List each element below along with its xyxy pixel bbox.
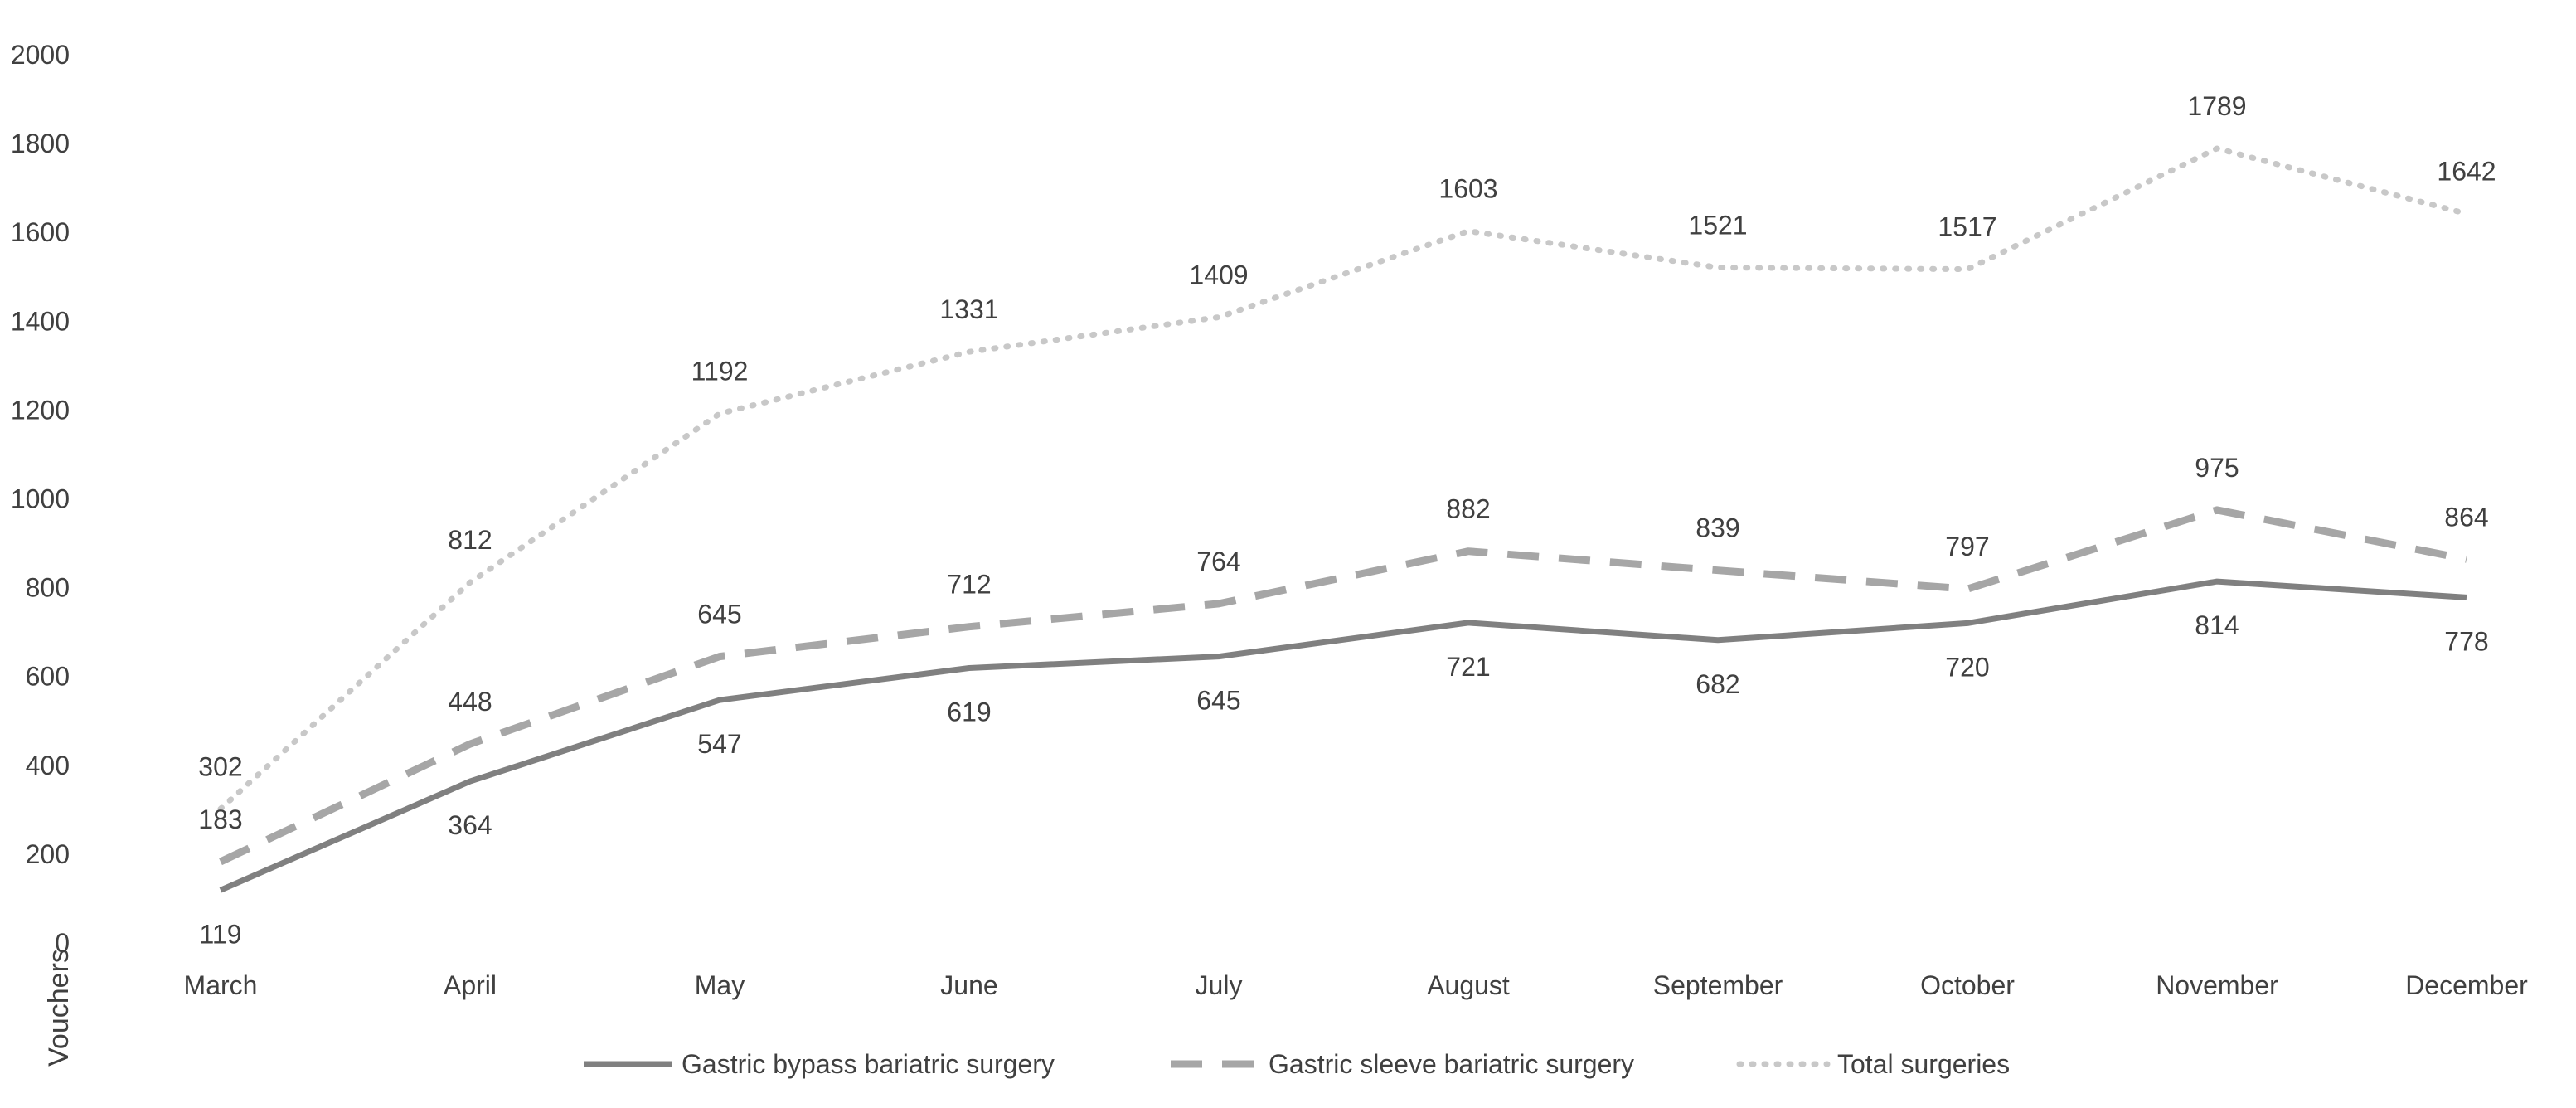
data-label: 1409 xyxy=(1189,260,1248,290)
series-line-2 xyxy=(219,506,2467,866)
legend-label-1: Gastric bypass bariatric surgery xyxy=(682,1049,1055,1079)
data-label: 448 xyxy=(448,687,492,717)
y-tick-label: 1800 xyxy=(11,129,70,158)
x-tick-label: August xyxy=(1427,970,1510,1000)
legend-label-2: Gastric sleeve bariatric surgery xyxy=(1269,1049,1634,1079)
data-label: 1789 xyxy=(2187,91,2246,121)
data-label: 619 xyxy=(947,697,991,727)
data-label: 812 xyxy=(448,525,492,555)
data-label: 720 xyxy=(1945,652,1989,682)
x-tick-label: November xyxy=(2156,970,2278,1000)
x-tick-label: April xyxy=(444,970,497,1000)
x-tick-label: September xyxy=(1653,970,1783,1000)
data-label: 302 xyxy=(198,751,242,781)
data-label: 712 xyxy=(947,570,991,600)
data-label: 1192 xyxy=(691,357,749,386)
series-line-1 xyxy=(219,578,2467,893)
x-tick-label: June xyxy=(940,970,997,1000)
series-line-3 xyxy=(217,145,2470,812)
data-label: 364 xyxy=(448,810,492,840)
data-label: 882 xyxy=(1446,494,1490,524)
x-tick-label: July xyxy=(1196,970,1243,1000)
series-lines xyxy=(217,145,2470,893)
data-label: 839 xyxy=(1696,513,1739,543)
data-label: 814 xyxy=(2195,610,2239,640)
data-label: 864 xyxy=(2444,502,2488,532)
data-label: 1521 xyxy=(1688,211,1747,241)
legend: Gastric bypass bariatric surgery Gastric … xyxy=(584,1049,2010,1079)
data-label: 1603 xyxy=(1438,174,1497,204)
y-tick-label: 0 xyxy=(55,928,70,958)
data-labels: 119 364 547 619 645 721 682 720 814 778 183 448 645 7… xyxy=(198,91,2496,949)
y-tick-label: 1200 xyxy=(11,395,70,425)
y-axis-ticks: 0 200 400 600 800 1000 1200 1400 1600 1800 2000 xyxy=(11,40,70,958)
data-label: 645 xyxy=(697,600,741,629)
data-label: 547 xyxy=(697,729,741,759)
data-label: 975 xyxy=(2195,453,2239,483)
x-tick-label: December xyxy=(2405,970,2528,1000)
x-tick-label: October xyxy=(1920,970,2015,1000)
x-axis-ticks: March April May June July August September Octo… xyxy=(184,970,2529,1000)
data-label: 1331 xyxy=(939,294,998,324)
data-label: 1642 xyxy=(2437,157,2496,187)
data-label: 1517 xyxy=(1938,212,1996,242)
legend-label-3: Total surgeries xyxy=(1837,1049,2010,1079)
data-label: 778 xyxy=(2444,626,2488,656)
x-tick-label: May xyxy=(695,970,745,1000)
y-tick-label: 200 xyxy=(26,839,70,869)
data-label: 645 xyxy=(1196,686,1240,716)
data-label: 721 xyxy=(1446,652,1490,682)
y-tick-label: 1400 xyxy=(11,306,70,336)
y-axis-label: Vouchers xyxy=(43,949,75,1067)
y-tick-label: 1000 xyxy=(11,484,70,514)
data-label: 682 xyxy=(1696,669,1739,699)
data-label: 764 xyxy=(1196,547,1240,576)
y-tick-label: 1600 xyxy=(11,217,70,247)
y-tick-label: 600 xyxy=(26,662,70,692)
data-label: 183 xyxy=(198,804,242,834)
data-label: 119 xyxy=(199,919,241,949)
data-label: 797 xyxy=(1945,532,1989,561)
x-tick-label: March xyxy=(184,970,258,1000)
y-tick-label: 2000 xyxy=(11,40,70,70)
y-tick-label: 400 xyxy=(26,751,70,780)
y-tick-label: 800 xyxy=(26,573,70,603)
